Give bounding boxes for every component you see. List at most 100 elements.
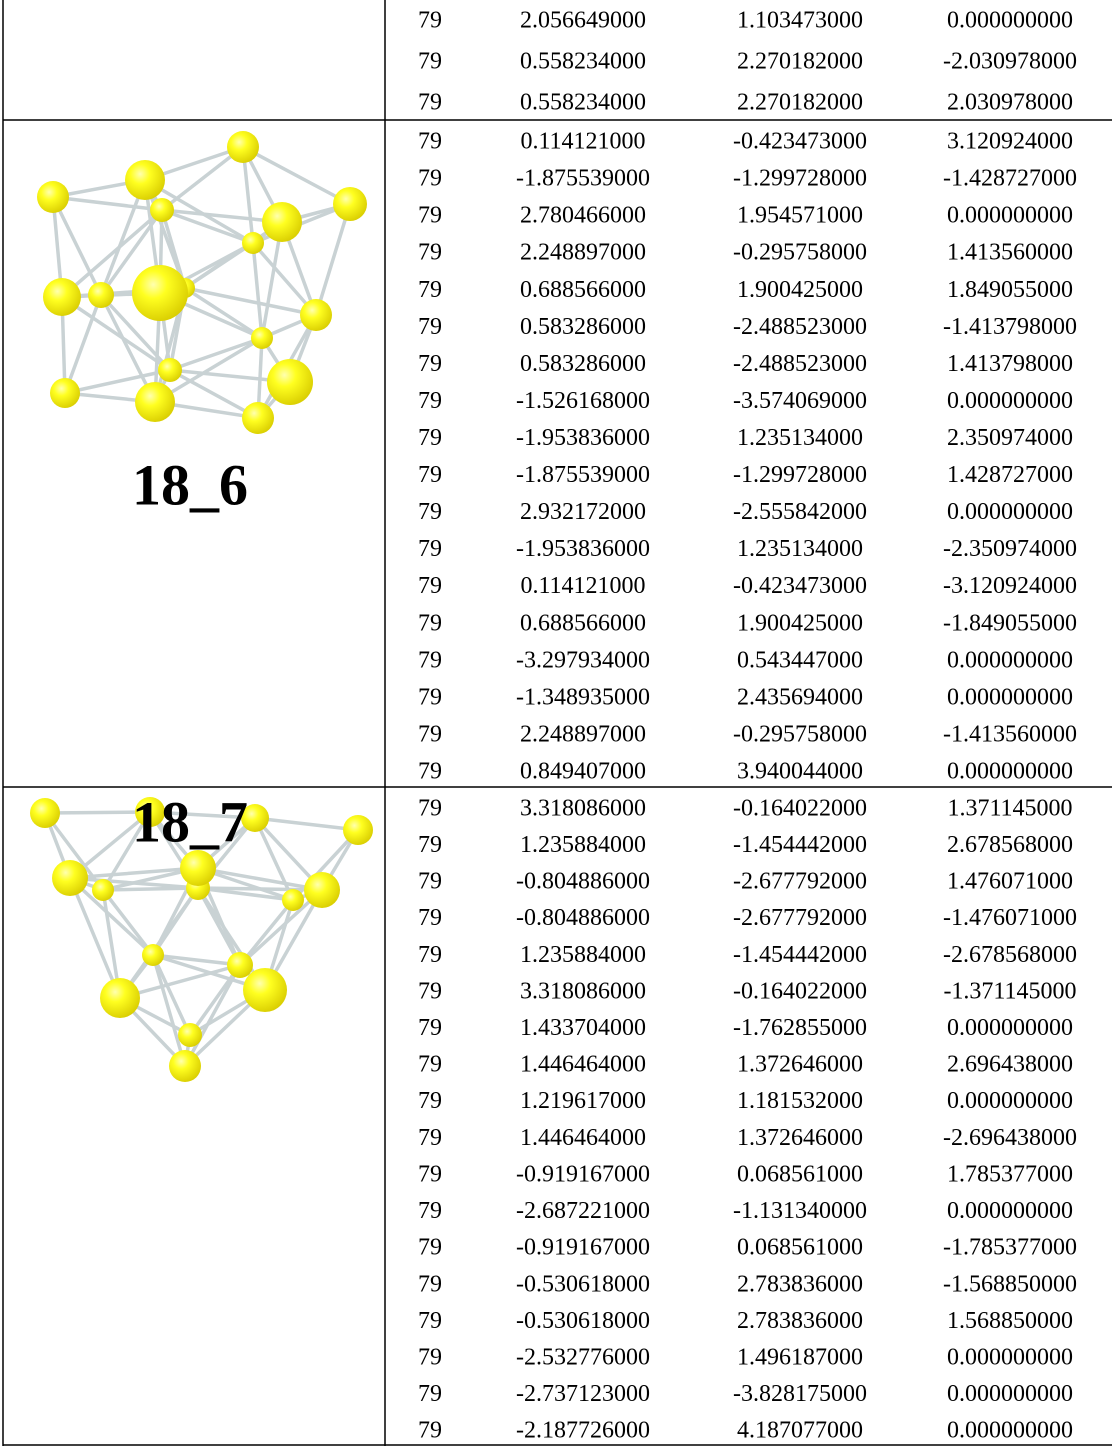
coordinate: 0.583286000 — [520, 314, 646, 340]
atom — [50, 378, 80, 408]
coordinate: -0.919167000 — [516, 1161, 650, 1187]
coordinate: 3.318086000 — [520, 978, 646, 1004]
atom — [180, 850, 216, 886]
atomic-number: 79 — [418, 684, 442, 710]
atom — [169, 1050, 201, 1082]
atomic-number: 79 — [418, 905, 442, 931]
atom — [142, 944, 164, 966]
coordinate: -1.454442000 — [733, 942, 867, 968]
coordinate: 0.000000000 — [947, 684, 1073, 710]
atomic-number: 79 — [418, 978, 442, 1004]
coordinate: 1.235884000 — [520, 942, 646, 968]
coordinate: 1.372646000 — [737, 1125, 863, 1151]
coordinate: 1.235134000 — [737, 425, 863, 451]
atomic-number: 79 — [418, 314, 442, 340]
atom — [92, 879, 114, 901]
atom — [333, 187, 367, 221]
coordinate: 2.435694000 — [737, 684, 863, 710]
coordinate: 3.120924000 — [947, 129, 1073, 155]
coordinate: 0.849407000 — [520, 758, 646, 784]
coordinate: -0.423473000 — [733, 573, 867, 599]
coordinate: -1.526168000 — [516, 388, 650, 414]
coordinate: -1.568850000 — [943, 1271, 1077, 1297]
coordinate: 1.413560000 — [947, 240, 1073, 266]
coordinate: -0.804886000 — [516, 905, 650, 931]
atomic-number: 79 — [418, 277, 442, 303]
coordinate: -2.488523000 — [733, 314, 867, 340]
atomic-number: 79 — [418, 1161, 442, 1187]
atomic-number: 79 — [418, 832, 442, 858]
coordinate: 1.900425000 — [737, 277, 863, 303]
coordinate: -2.350974000 — [943, 536, 1077, 562]
coordinate: -1.875539000 — [516, 166, 650, 192]
atomic-number: 79 — [418, 536, 442, 562]
atom — [242, 232, 264, 254]
atomic-number: 79 — [418, 49, 442, 75]
atomic-number: 79 — [418, 8, 442, 34]
coordinate: 1.900425000 — [737, 610, 863, 636]
coordinate: 0.000000000 — [947, 1381, 1073, 1407]
coordinate: 0.114121000 — [520, 573, 645, 599]
atomic-number: 79 — [418, 721, 442, 747]
atom — [243, 968, 287, 1012]
coordinate: -2.678568000 — [943, 942, 1077, 968]
atom — [88, 282, 114, 308]
coordinate: 2.270182000 — [737, 49, 863, 75]
page-body: 792.0566490001.1034730000.000000000790.5… — [0, 0, 1116, 1446]
coordinate: -1.348935000 — [516, 684, 650, 710]
coordinate: 0.000000000 — [947, 758, 1073, 784]
coordinate: 4.187077000 — [737, 1418, 863, 1444]
coordinate: 1.446464000 — [520, 1125, 646, 1151]
coordinate: -2.696438000 — [943, 1125, 1077, 1151]
coordinate: -1.428727000 — [943, 166, 1077, 192]
coordinate: 0.068561000 — [737, 1235, 863, 1261]
atomic-number: 79 — [418, 573, 442, 599]
atom — [227, 952, 253, 978]
atom — [343, 815, 373, 845]
coordinate: 0.558234000 — [520, 90, 646, 116]
coordinate: 2.783836000 — [737, 1308, 863, 1334]
coordinate: -3.120924000 — [943, 573, 1077, 599]
coordinate: -2.532776000 — [516, 1344, 650, 1370]
coordinate: -1.476071000 — [943, 905, 1077, 931]
coordinate: 1.849055000 — [947, 277, 1073, 303]
coordinate: -2.555842000 — [733, 499, 867, 525]
coordinate: -3.828175000 — [733, 1381, 867, 1407]
coordinate: -1.371145000 — [943, 978, 1076, 1004]
coordinate: 1.954571000 — [737, 203, 863, 229]
coordinate: 2.780466000 — [520, 203, 646, 229]
coordinate: -0.295758000 — [733, 721, 867, 747]
coordinate: -0.530618000 — [516, 1308, 650, 1334]
coordinate: 3.940044000 — [737, 758, 863, 784]
atomic-number: 79 — [418, 1235, 442, 1261]
coordinate: -2.677792000 — [733, 905, 867, 931]
atom — [30, 798, 60, 828]
atomic-number: 79 — [418, 1052, 442, 1078]
coordinate: 1.235884000 — [520, 832, 646, 858]
atom — [125, 160, 165, 200]
coordinate: -1.953836000 — [516, 536, 650, 562]
coordinate: -1.875539000 — [516, 462, 650, 488]
atom — [100, 978, 140, 1018]
coordinate: -1.131340000 — [733, 1198, 867, 1224]
atomic-number: 79 — [418, 647, 442, 673]
bonds — [45, 147, 358, 1066]
atom — [267, 359, 313, 405]
coordinate: 0.558234000 — [520, 49, 646, 75]
coordinate: -0.164022000 — [733, 795, 867, 821]
coordinate: 1.181532000 — [737, 1088, 863, 1114]
coordinate-table: 792.0566490001.1034730000.000000000790.5… — [0, 0, 1116, 1446]
atomic-number: 79 — [418, 1344, 442, 1370]
atomic-number: 79 — [418, 942, 442, 968]
atom — [52, 860, 88, 896]
atom — [37, 181, 69, 213]
coordinate: 0.000000000 — [947, 8, 1073, 34]
coordinate: 1.785377000 — [947, 1161, 1073, 1187]
coordinate: 1.476071000 — [947, 869, 1073, 895]
atomic-number: 79 — [418, 610, 442, 636]
atom — [242, 402, 274, 434]
atomic-number: 79 — [418, 388, 442, 414]
coordinate: 2.696438000 — [947, 1052, 1073, 1078]
coordinate: -2.030978000 — [943, 49, 1077, 75]
coordinate: -2.737123000 — [516, 1381, 650, 1407]
